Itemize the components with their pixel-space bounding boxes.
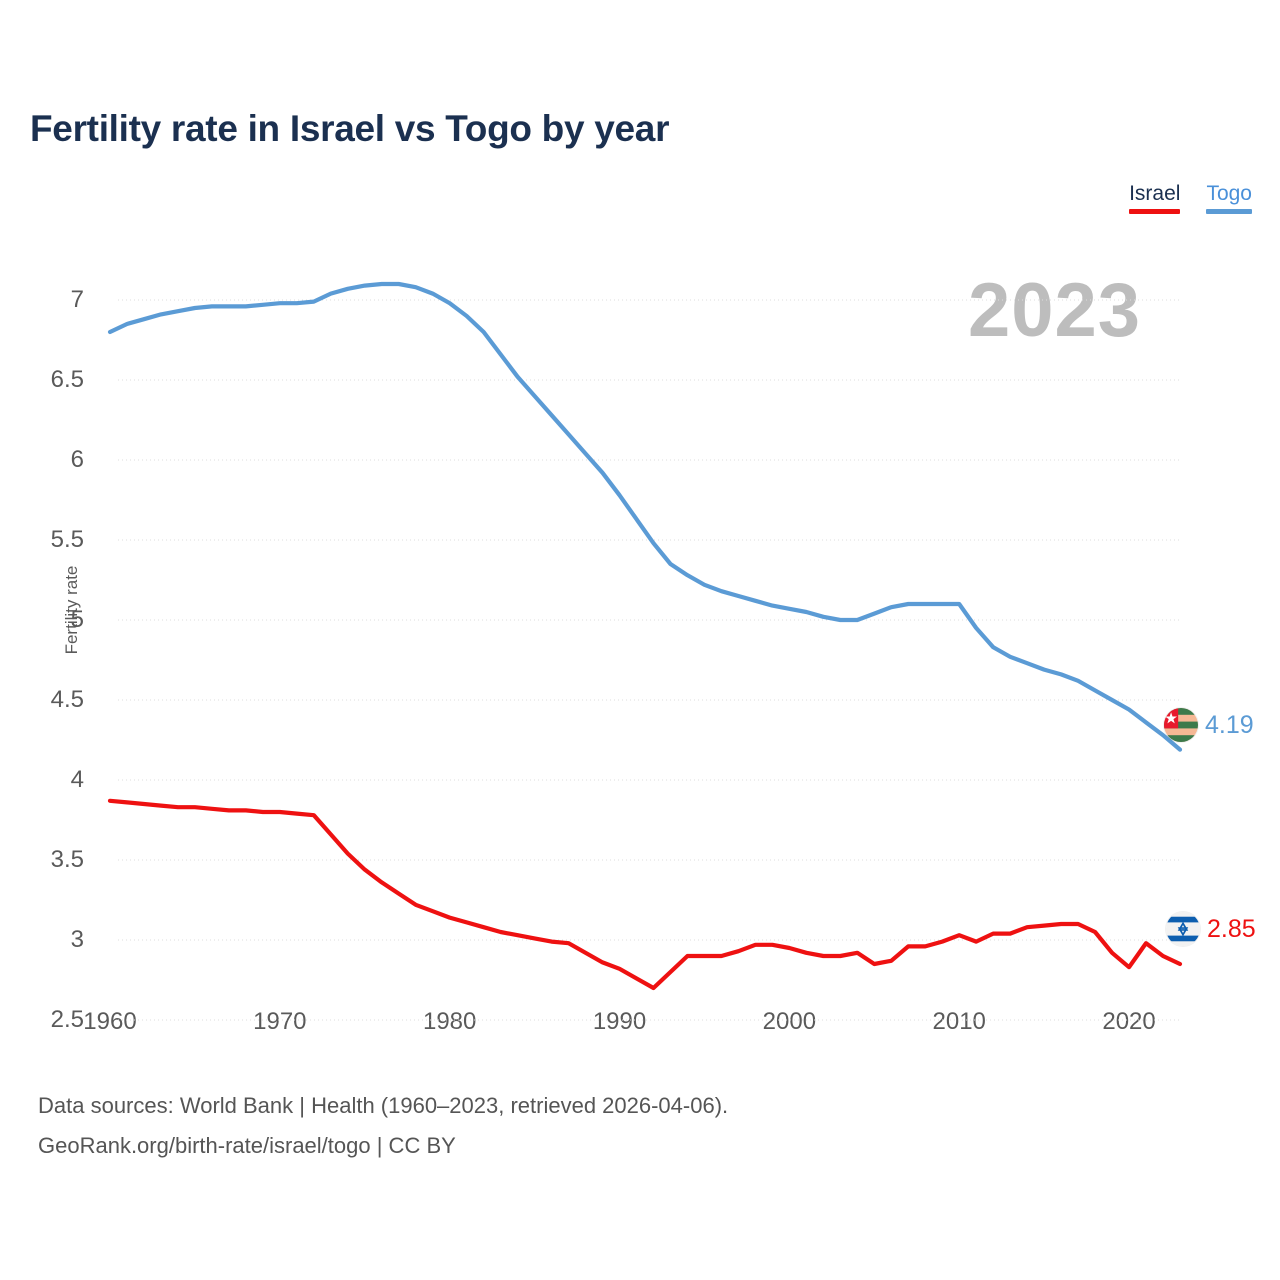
end-label-israel: 2.85 [1166, 912, 1256, 946]
footer-sources: Data sources: World Bank | Health (1960–… [38, 1086, 728, 1166]
legend-item-togo[interactable]: Togo [1206, 182, 1252, 214]
end-label-togo: 4.19 [1164, 708, 1254, 742]
x-axis-tick-label: 1960 [83, 1008, 137, 1035]
legend-swatch-togo [1206, 209, 1252, 214]
x-axis-tick-label: 1990 [592, 1008, 647, 1035]
legend-swatch-israel [1129, 209, 1181, 214]
x-axis-tick-label: 2000 [762, 1008, 817, 1035]
y-axis-tick-label: 7 [70, 286, 84, 313]
x-axis-tick-label: 2010 [932, 1008, 986, 1035]
legend-item-israel[interactable]: Israel [1129, 182, 1181, 214]
chart-legend: Israel Togo [1129, 182, 1252, 214]
x-axis-tick-label: 1970 [253, 1008, 307, 1035]
series-line-israel [107, 798, 1183, 991]
y-axis-tick-label: 4.5 [50, 686, 84, 713]
y-axis-tick-label: 5.5 [50, 526, 84, 553]
y-axis-tick-label: 2.5 [50, 1006, 84, 1033]
y-axis-tick-label: 3.5 [50, 846, 84, 873]
footer-line-1: Data sources: World Bank | Health (1960–… [38, 1093, 729, 1118]
togo-flag-icon [1164, 708, 1198, 742]
watermark-year: 2023 [968, 268, 1142, 353]
y-axis-tick-label: 6 [70, 446, 84, 473]
y-axis-tick-label: 4 [70, 766, 84, 793]
end-label-israel-value: 2.85 [1207, 914, 1256, 943]
x-axis-tick-label: 2020 [1102, 1008, 1156, 1035]
israel-flag-icon [1166, 912, 1200, 946]
footer-line-2: GeoRank.org/birth-rate/israel/togo | CC … [38, 1133, 456, 1158]
end-label-togo-value: 4.19 [1205, 710, 1254, 739]
legend-label-togo: Togo [1206, 182, 1252, 205]
legend-label-israel: Israel [1129, 182, 1181, 205]
page-title: Fertility rate in Israel vs Togo by year [30, 108, 670, 149]
y-axis-tick-label: 3 [70, 926, 84, 953]
y-axis-tick-label: 6.5 [50, 366, 84, 393]
y-axis-tick-label: 5 [70, 606, 84, 633]
x-axis-tick-label: 1980 [422, 1008, 477, 1035]
